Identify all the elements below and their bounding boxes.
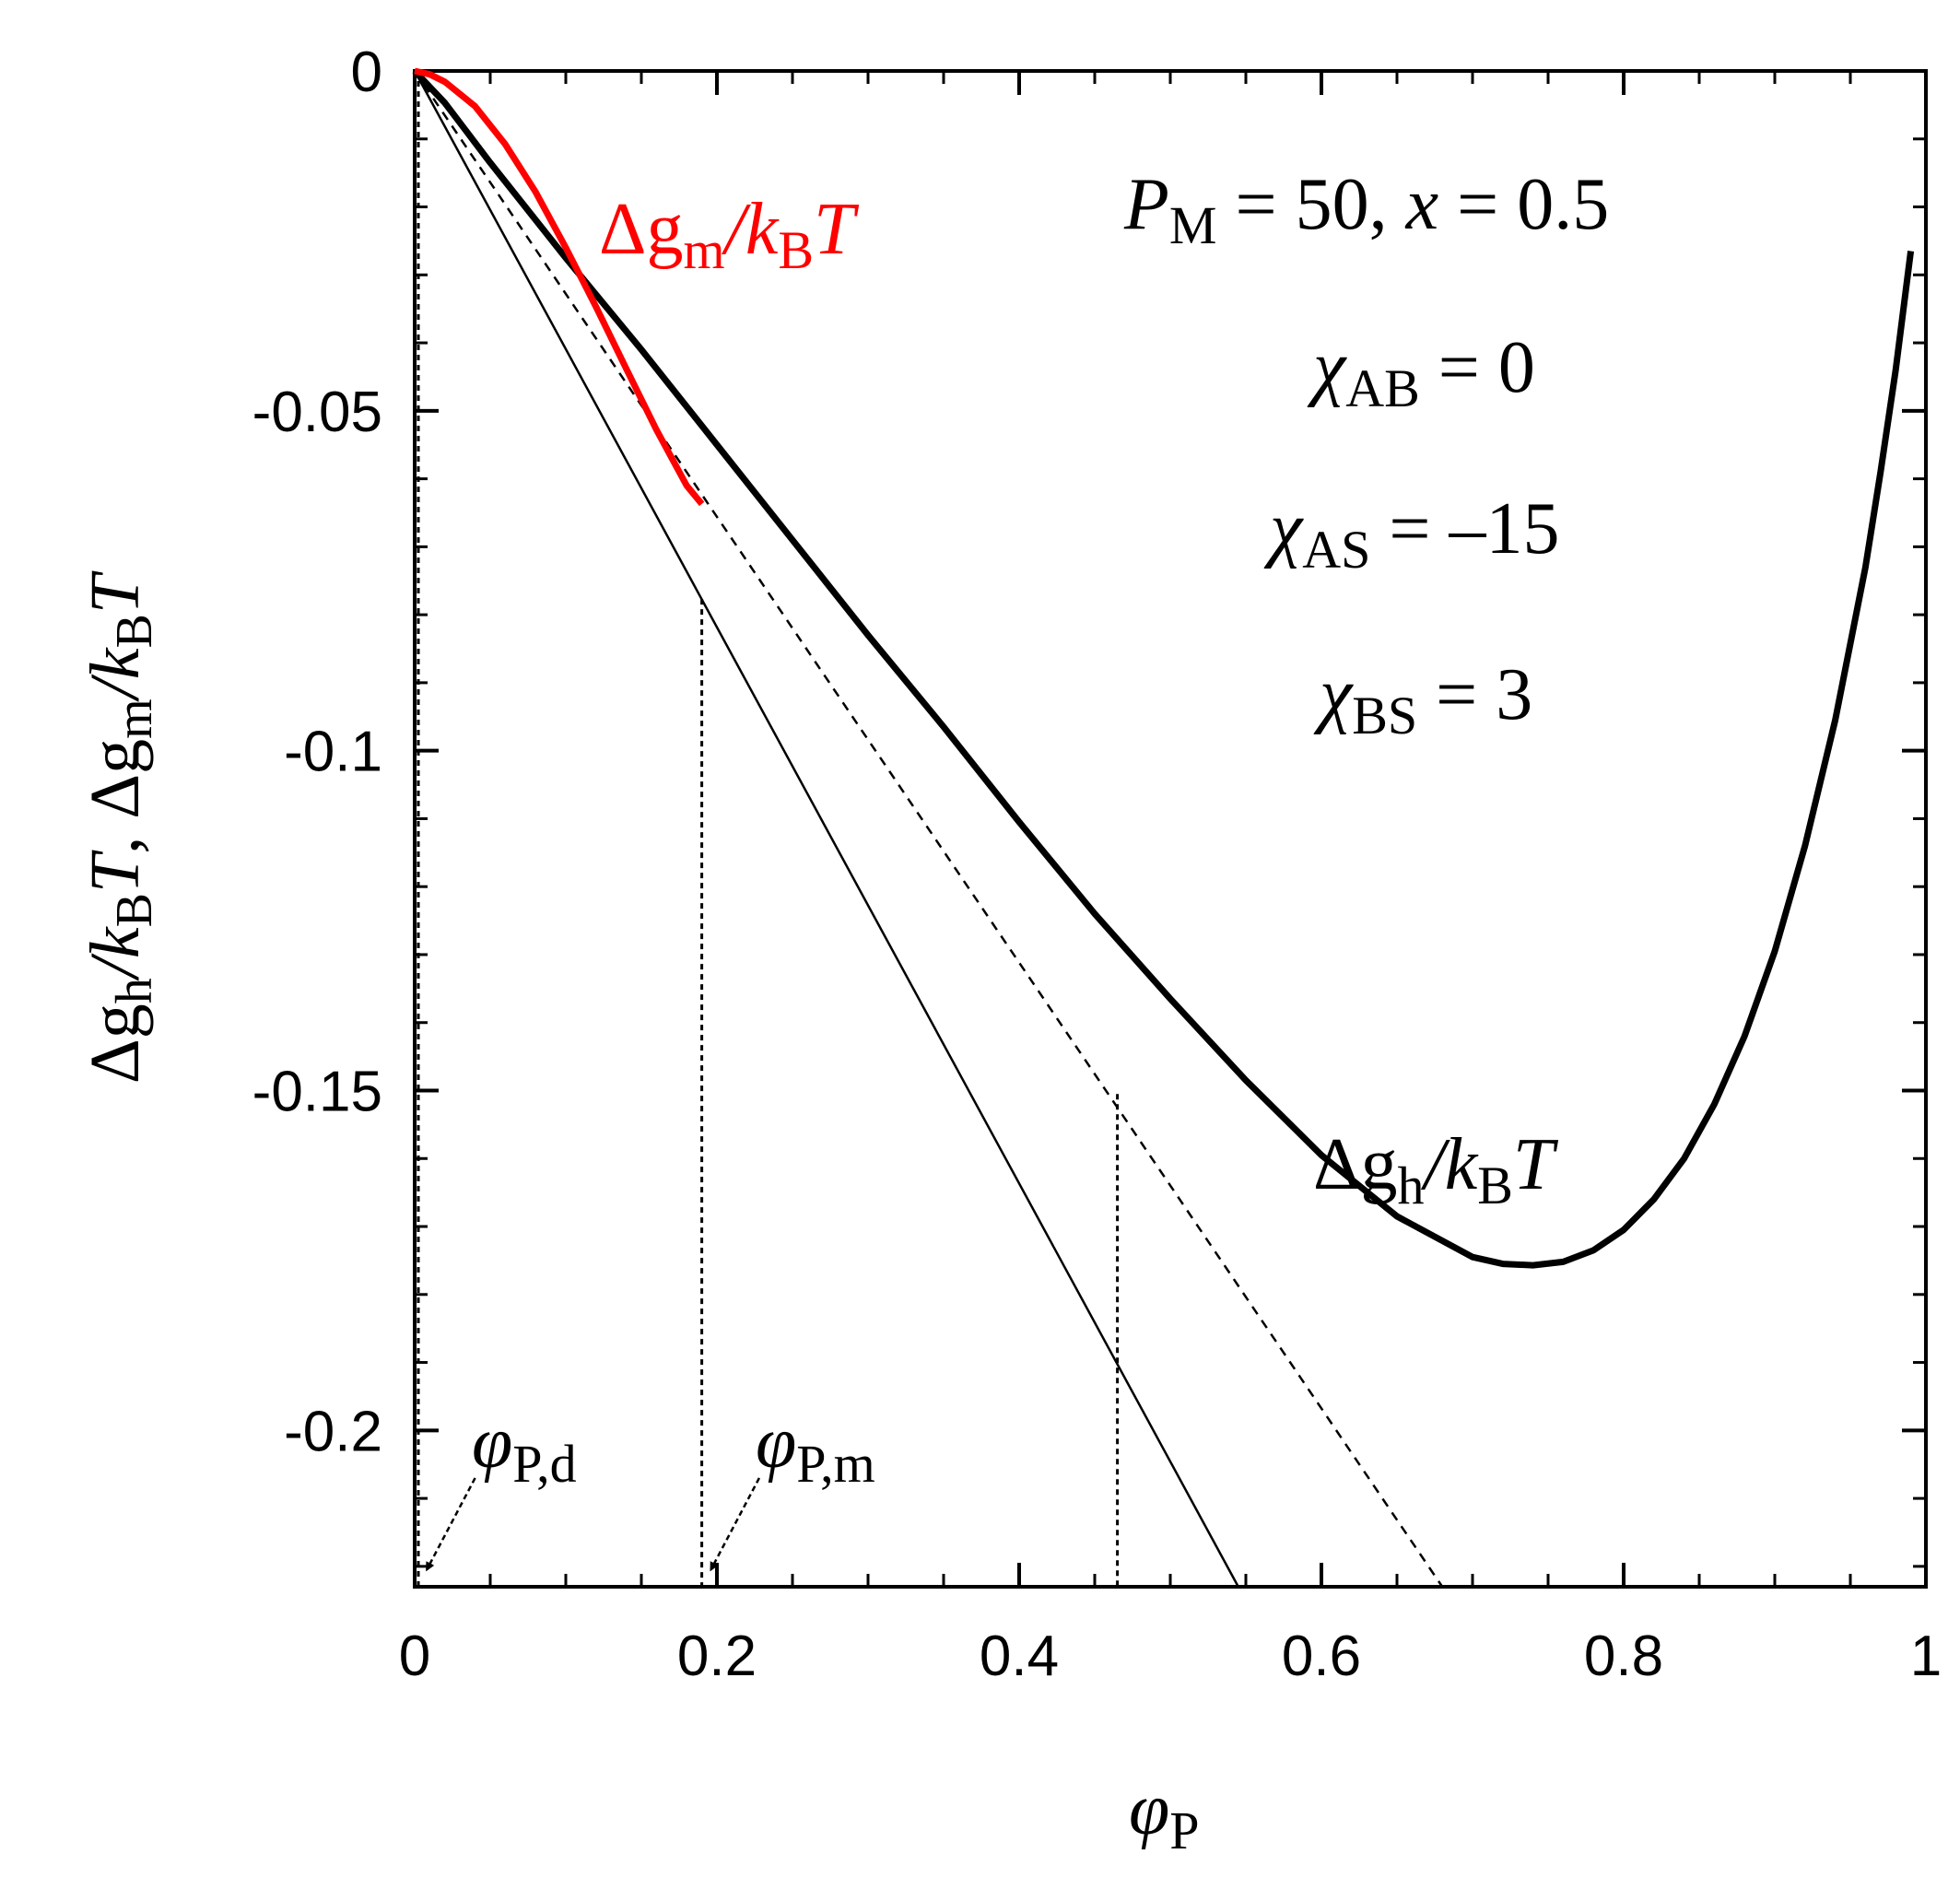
y-tick-label: -0.05 (252, 381, 382, 444)
y-tick-label: -0.1 (284, 721, 382, 784)
x-tick-label: 1 (1910, 1625, 1942, 1688)
arrow-phi-pd (426, 1477, 476, 1572)
x-tick-labels: 0 0.2 0.4 0.6 0.8 1 (399, 1625, 1942, 1688)
series-dashed-slope-line (413, 70, 1444, 1588)
arrow-phi-pm (710, 1477, 761, 1572)
x-tick-label: 0.4 (980, 1625, 1059, 1688)
y-tick-label: 0 (351, 41, 382, 104)
x-tick-label: 0.8 (1584, 1625, 1663, 1688)
y-tick-label: -0.2 (284, 1400, 382, 1463)
y-tick-labels: 0 -0.05 -0.1 -0.15 -0.2 (252, 41, 382, 1463)
series-delta-gh (412, 68, 1915, 1269)
x-tick-label: 0.6 (1282, 1625, 1361, 1688)
y-tick-label: -0.15 (252, 1061, 382, 1124)
minor-ticks (413, 69, 1928, 1587)
y-axis-label: Δgh/kBT, Δgm/kBT (76, 570, 163, 1084)
param-chi-ab: χAB = 0 (1307, 327, 1535, 418)
label-phi-pd: φP,d (472, 1402, 577, 1494)
param-chi-bs: χBS = 3 (1313, 654, 1532, 745)
plot-frame (413, 69, 1928, 1589)
label-phi-pm: φP,m (756, 1402, 875, 1494)
x-tick-label: 0 (399, 1625, 430, 1688)
series-thin-tangent-line (413, 70, 1239, 1588)
label-delta-gm: Δgm/kBT (599, 189, 860, 280)
series-delta-gm (414, 67, 705, 507)
label-delta-gh: Δgh/kBT (1313, 1124, 1559, 1215)
param-pm-x: PM = 50, x = 0.5 (1123, 164, 1609, 255)
param-chi-as: χAS = –15 (1263, 488, 1559, 580)
x-tick-label: 0.2 (677, 1625, 757, 1688)
x-axis-label: φP (1129, 1769, 1200, 1860)
dotted-markers (417, 71, 1120, 1587)
major-ticks (413, 69, 1928, 1587)
